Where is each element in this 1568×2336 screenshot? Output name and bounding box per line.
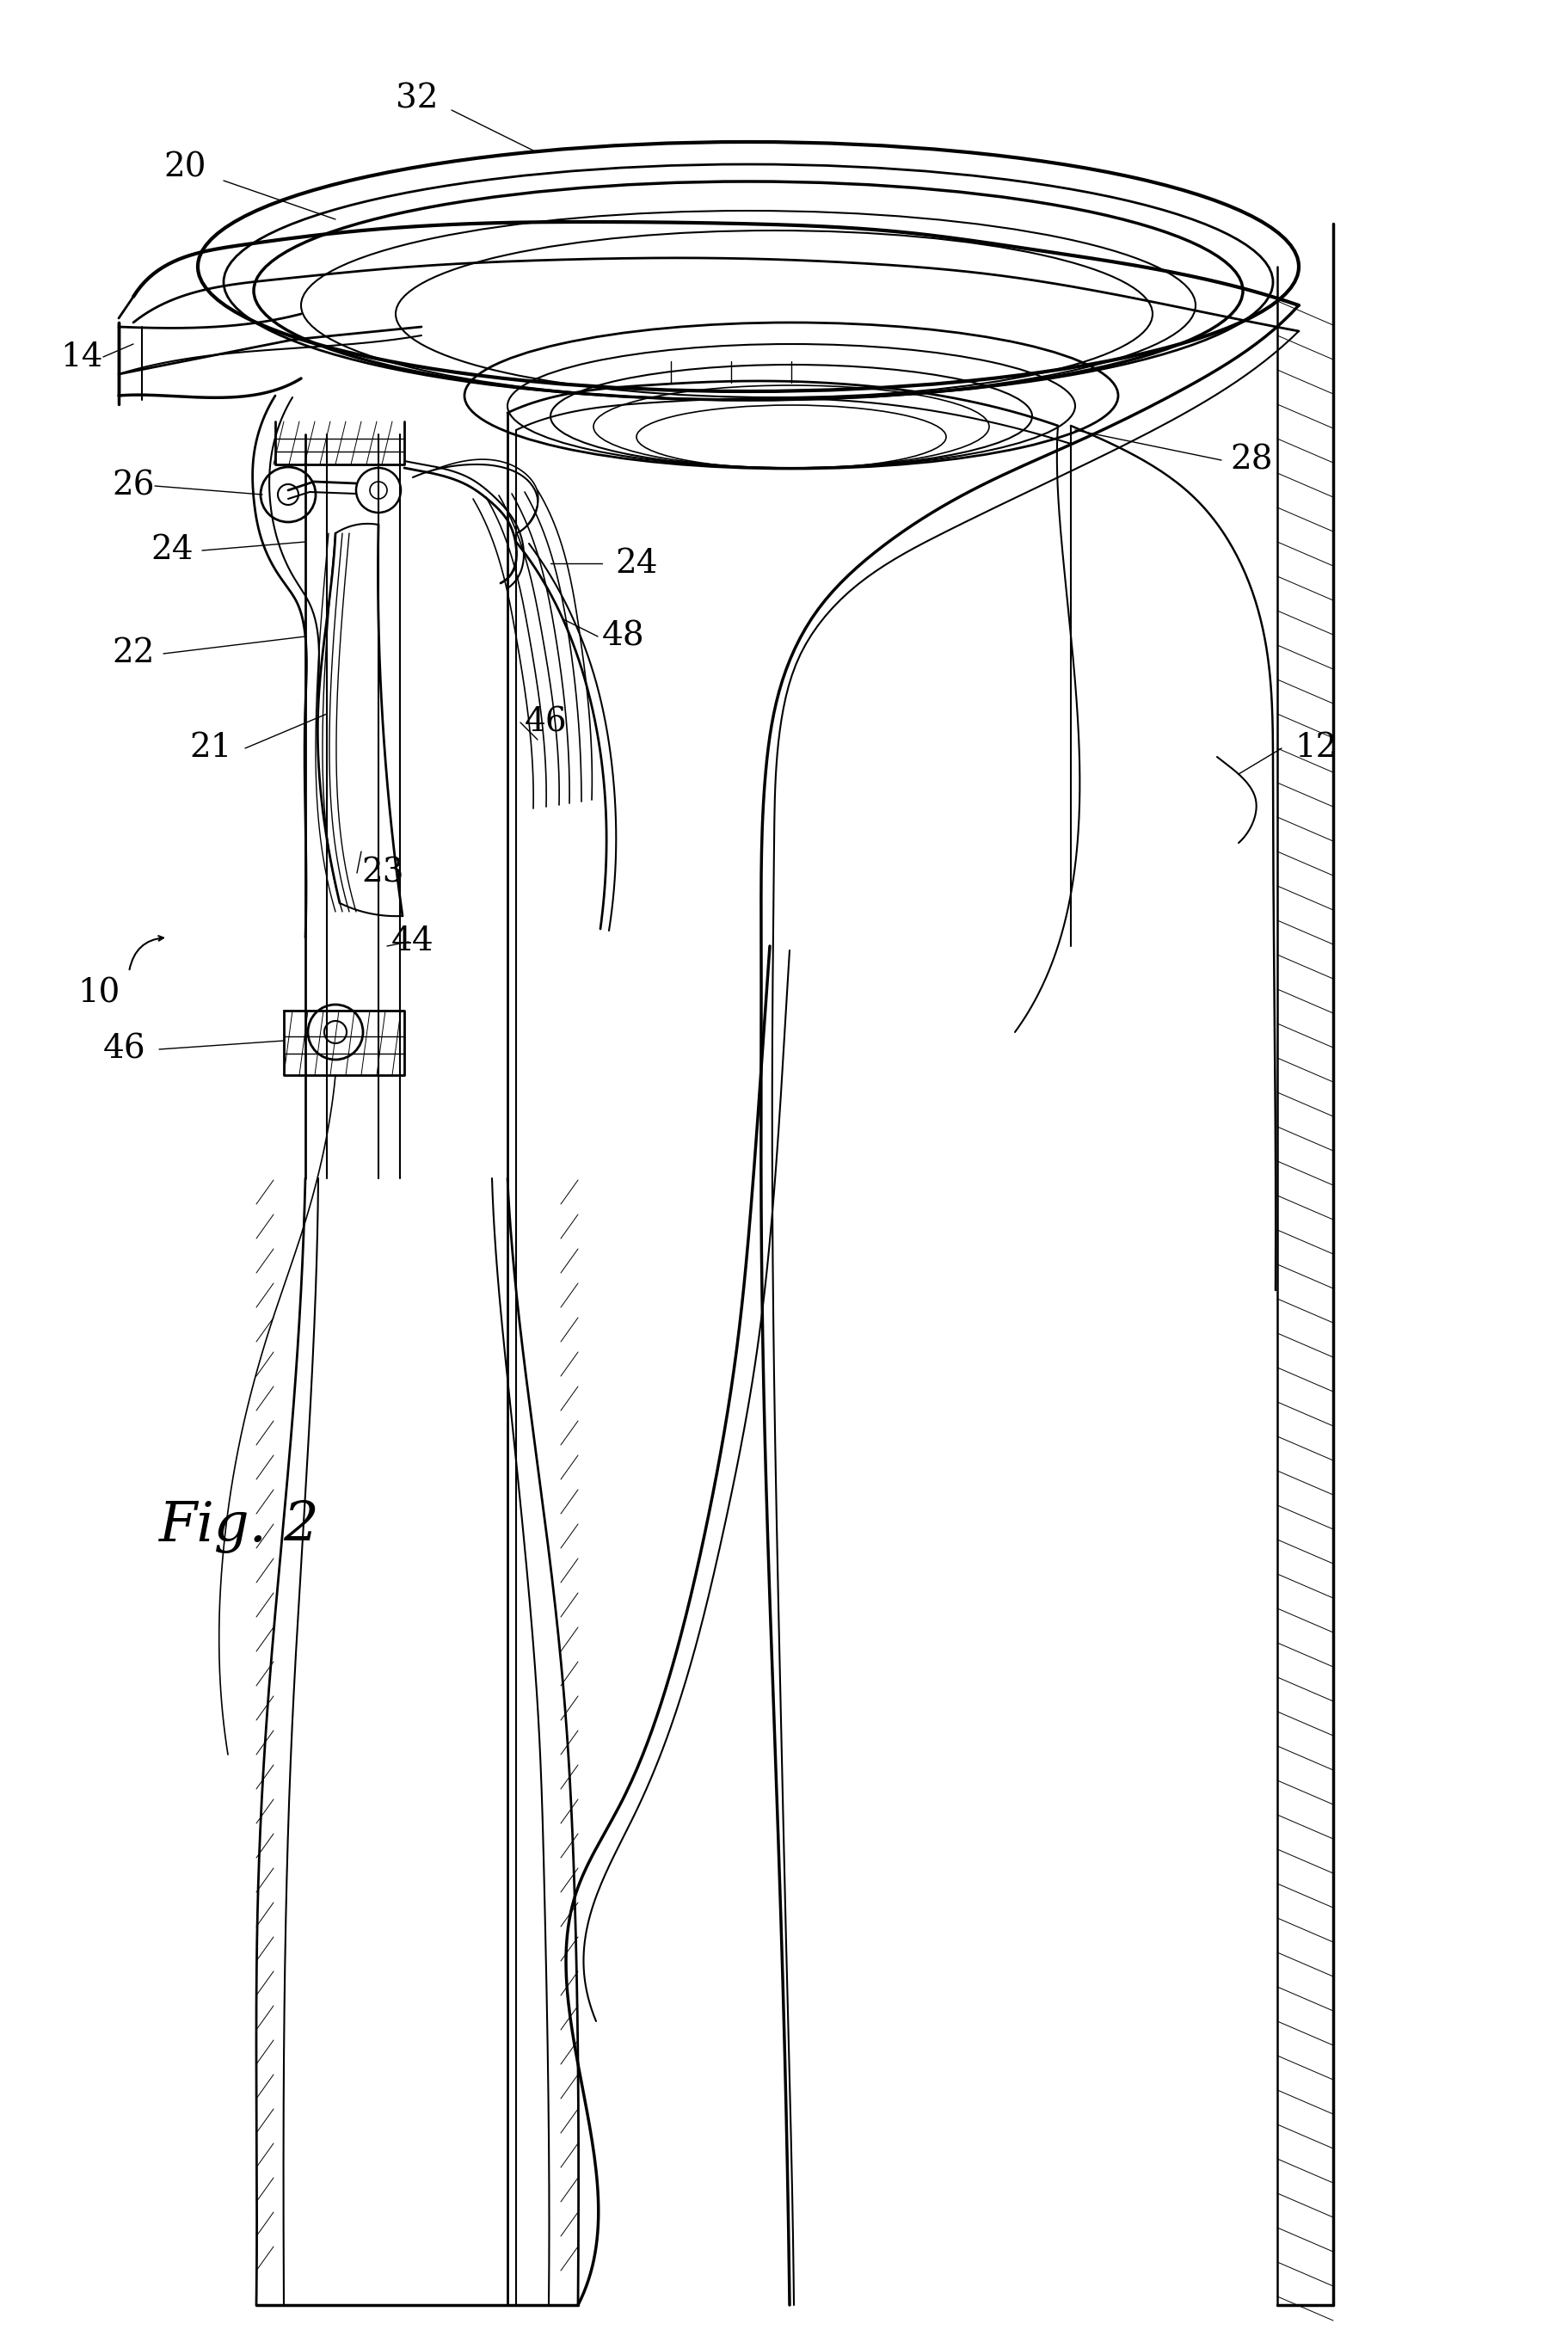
Text: 44: 44 [392,925,434,958]
Text: 14: 14 [61,341,103,374]
Text: 12: 12 [1294,734,1336,764]
Text: 46: 46 [103,1033,146,1065]
Text: 46: 46 [525,705,568,738]
Text: 21: 21 [190,734,232,764]
Text: 32: 32 [395,84,437,114]
Text: 10: 10 [78,976,121,1009]
Text: 23: 23 [361,857,405,890]
Text: Fig. 2: Fig. 2 [158,1500,320,1553]
Text: 26: 26 [111,470,155,502]
Text: 24: 24 [151,535,193,565]
Text: 28: 28 [1229,444,1272,477]
Text: 48: 48 [602,621,644,652]
Text: 20: 20 [163,152,205,185]
Text: 22: 22 [111,638,155,670]
Text: 24: 24 [615,547,657,579]
